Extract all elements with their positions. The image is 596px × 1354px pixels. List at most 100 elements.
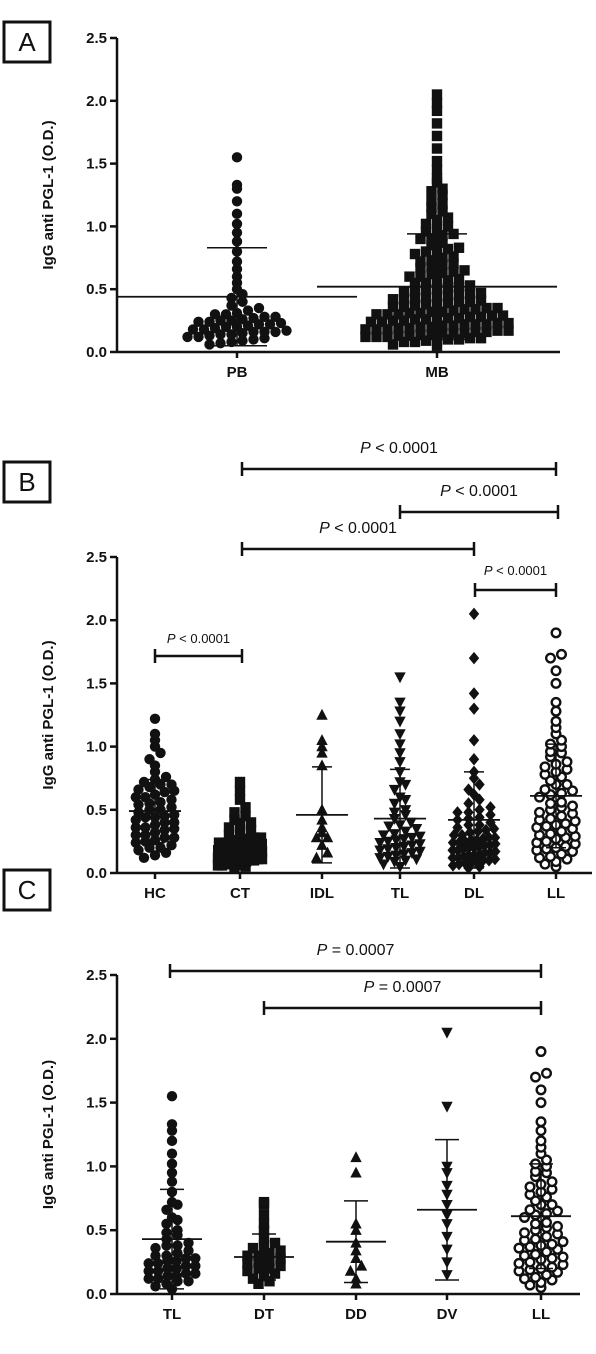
data-point	[530, 1218, 542, 1230]
panel-a: A 0.0 0.5 1.0 1.5 2.0 2.5 IgG anti PGL-1 (O.D.)…	[2, 20, 560, 381]
data-point	[409, 314, 421, 325]
data-point	[316, 740, 328, 752]
p-value-label: P = 0.0007	[317, 942, 395, 959]
p-symbol: P	[167, 631, 176, 646]
data-point	[240, 802, 251, 813]
data-point	[226, 300, 237, 311]
data-point	[253, 302, 265, 314]
data-point	[143, 1265, 154, 1277]
data-point	[420, 299, 432, 310]
x-tick-label: DT	[254, 1306, 274, 1323]
y-axis-label: IgG anti PGL-1 (O.D.)	[40, 640, 57, 789]
data-point	[259, 326, 270, 338]
p-value: < 0.0001	[451, 483, 518, 500]
data-point	[171, 1270, 182, 1282]
data-point	[231, 834, 243, 846]
group-ll	[530, 627, 582, 873]
data-point	[541, 1231, 553, 1243]
data-point	[399, 855, 412, 867]
data-point	[480, 823, 492, 837]
data-point	[409, 277, 421, 289]
x-tick-label: PB	[227, 364, 248, 381]
data-point	[404, 330, 415, 341]
data-point	[388, 829, 401, 841]
data-point	[437, 252, 448, 263]
data-point	[475, 287, 487, 299]
data-point	[398, 315, 410, 326]
data-point	[394, 739, 406, 751]
data-point	[190, 1260, 201, 1272]
data-point	[310, 851, 323, 863]
data-point	[264, 1276, 275, 1287]
data-point	[431, 130, 443, 142]
data-point	[567, 800, 579, 812]
p-symbol: P	[364, 979, 375, 996]
data-point	[350, 1151, 362, 1163]
data-point	[270, 311, 281, 323]
data-point	[503, 325, 514, 336]
data-point	[539, 761, 551, 773]
data-point	[242, 305, 254, 316]
data-point	[447, 836, 459, 849]
data-point	[376, 316, 388, 328]
data-point	[414, 831, 426, 843]
data-point	[404, 307, 415, 319]
data-point	[143, 1273, 154, 1284]
data-point	[431, 223, 443, 235]
data-point	[464, 332, 476, 344]
data-point	[242, 1258, 253, 1269]
data-point	[399, 805, 412, 816]
data-point	[550, 715, 562, 727]
data-point	[344, 1264, 357, 1276]
data-point	[213, 837, 225, 848]
data-point	[270, 326, 281, 338]
data-point	[477, 832, 489, 846]
data-point	[426, 186, 437, 197]
data-point	[171, 1255, 182, 1267]
data-point	[492, 302, 503, 314]
y-tick-label: 2.0	[86, 1031, 107, 1048]
data-point	[220, 309, 232, 320]
panel-c: C 0.0 0.5 1.0 1.5 2.0 2.5 IgG anti PGL-1 (O.D.)…	[2, 868, 580, 1323]
data-point	[316, 734, 328, 745]
data-point	[405, 817, 417, 829]
y-tick-label: 2.5	[86, 967, 107, 984]
data-point	[237, 335, 248, 346]
x-tick-label: LL	[547, 885, 565, 902]
data-point	[452, 844, 464, 857]
data-point	[448, 251, 459, 262]
x-tick-label: IDL	[310, 885, 334, 902]
data-point	[442, 221, 454, 232]
p-value: < 0.0001	[176, 631, 231, 646]
data-point	[437, 183, 448, 194]
y-axis-label: IgG anti PGL-1 (O.D.)	[40, 120, 57, 269]
data-point	[426, 255, 437, 266]
data-point	[388, 784, 401, 796]
data-point	[545, 813, 557, 825]
data-point	[556, 796, 568, 808]
data-point	[237, 296, 248, 307]
group-dd	[326, 1151, 386, 1289]
data-point	[546, 1176, 558, 1188]
data-point	[448, 828, 460, 842]
data-point	[452, 821, 463, 834]
data-point	[226, 329, 237, 340]
data-point	[390, 835, 402, 847]
y-tick-label: 2.0	[86, 93, 107, 110]
data-point	[448, 320, 459, 331]
data-point	[437, 267, 448, 279]
data-point	[316, 746, 328, 758]
data-point	[231, 179, 243, 191]
data-point	[190, 1253, 201, 1264]
data-point	[465, 856, 477, 870]
data-point	[226, 336, 237, 348]
data-point	[463, 849, 474, 862]
data-point	[426, 321, 437, 333]
data-point	[414, 839, 426, 851]
data-point	[561, 756, 573, 768]
data-point	[420, 335, 432, 346]
data-point	[503, 317, 514, 329]
y-tick-label: 1.5	[86, 675, 107, 692]
data-point	[387, 315, 399, 326]
data-point	[557, 1251, 569, 1263]
